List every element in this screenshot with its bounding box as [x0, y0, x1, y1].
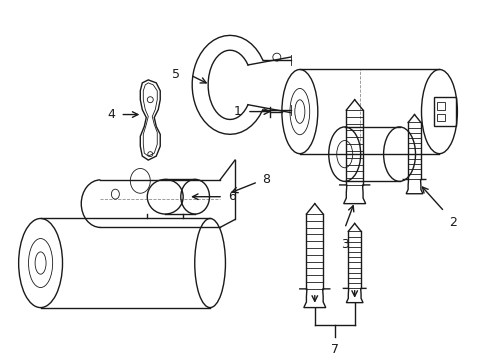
Text: 4: 4 [107, 108, 115, 121]
Text: 7: 7 [330, 343, 338, 356]
Text: 6: 6 [227, 190, 235, 203]
Text: 3: 3 [340, 238, 348, 251]
Text: 5: 5 [172, 68, 180, 81]
Bar [437, 102, 445, 109]
Bar [437, 113, 445, 121]
Text: 1: 1 [234, 105, 242, 118]
Text: 8: 8 [262, 174, 269, 186]
Text: 2: 2 [448, 216, 456, 229]
Bar [433, 97, 455, 126]
